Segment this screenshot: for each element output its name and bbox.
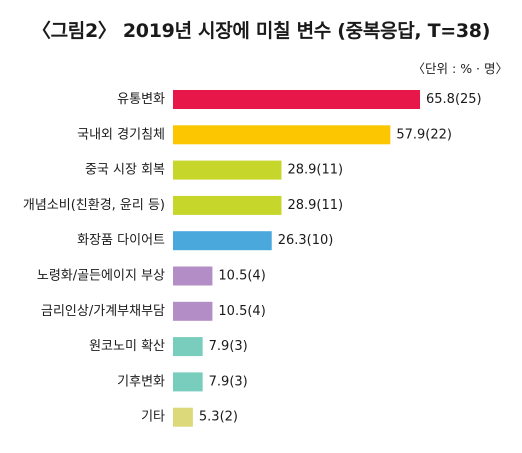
bar bbox=[173, 195, 282, 215]
bar bbox=[173, 266, 213, 286]
chart-title: 〈그림2〉 2019년 시장에 미칠 변수 (중복응답, T=38) bbox=[31, 20, 491, 42]
value-label: 65.8(25) bbox=[426, 92, 482, 107]
category-label: 기후변화 bbox=[117, 374, 165, 389]
bar bbox=[173, 372, 203, 392]
bar bbox=[173, 337, 203, 357]
bar bbox=[173, 407, 193, 427]
bar bbox=[173, 301, 213, 321]
category-label: 국내외 경기침체 bbox=[77, 127, 165, 142]
category-label: 화장품 다이어트 bbox=[77, 233, 165, 248]
category-label: 금리인상/가계부채부담 bbox=[41, 304, 165, 319]
category-label: 원코노미 확산 bbox=[89, 339, 165, 354]
value-label: 7.9(3) bbox=[209, 374, 248, 389]
category-label: 유통변화 bbox=[117, 92, 165, 107]
unit-note: 〈단위 : % · 명〉 bbox=[412, 61, 508, 76]
value-label: 28.9(11) bbox=[287, 163, 343, 178]
value-label: 57.9(22) bbox=[396, 127, 452, 142]
category-label: 개념소비(친환경, 윤리 등) bbox=[23, 198, 165, 213]
category-label: 중국 시장 회복 bbox=[85, 163, 165, 178]
value-label: 28.9(11) bbox=[287, 198, 343, 213]
bar bbox=[173, 90, 420, 109]
bar bbox=[173, 125, 391, 145]
bar bbox=[173, 231, 272, 251]
category-label: 기타 bbox=[141, 410, 165, 425]
category-label: 노령화/골든에이지 부상 bbox=[37, 269, 165, 284]
value-label: 10.5(4) bbox=[218, 269, 265, 284]
value-label: 7.9(3) bbox=[209, 339, 248, 354]
bar bbox=[173, 160, 282, 180]
value-label: 26.3(10) bbox=[278, 233, 334, 248]
value-label: 5.3(2) bbox=[199, 410, 238, 425]
value-label: 10.5(4) bbox=[218, 304, 265, 319]
